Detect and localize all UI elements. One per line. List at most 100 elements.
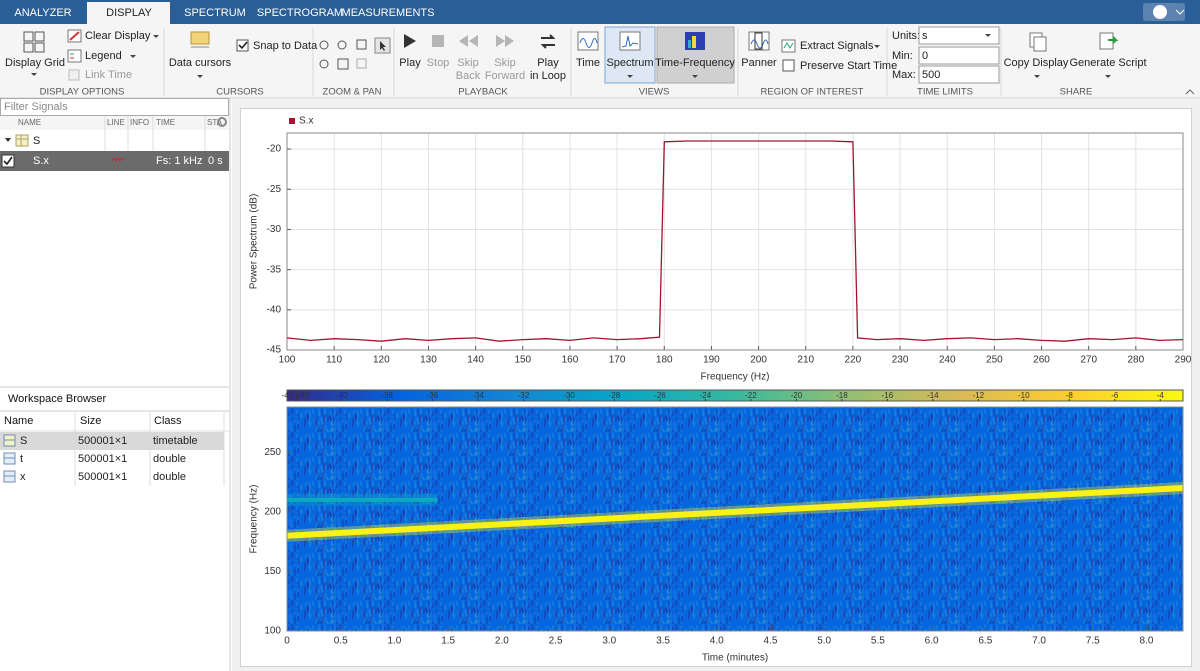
display-grid-button[interactable] [23, 31, 45, 76]
zoom-pan-tools[interactable] [319, 37, 391, 70]
panner-icon[interactable] [748, 31, 770, 51]
checkbox-label[interactable]: Snap to Data [253, 40, 318, 52]
max-field[interactable] [918, 65, 1000, 84]
checkbox-checked-part[interactable] [1, 154, 15, 168]
checkbox-checked-part[interactable] [238, 41, 248, 50]
time-frequency-view-icon[interactable] [685, 32, 705, 78]
settings-gear[interactable] [217, 117, 227, 127]
column-header[interactable]: INFO [130, 118, 149, 127]
column-header[interactable]: NAME [18, 118, 41, 127]
button-label[interactable]: Spectrum [606, 57, 653, 69]
spectrum-view-icon-part[interactable] [627, 75, 633, 78]
spectrum-view-icon[interactable] [619, 31, 641, 78]
expand-arrow[interactable] [5, 138, 11, 142]
data-cursors-icon[interactable] [190, 31, 210, 78]
clear-display-icon-part[interactable] [69, 31, 80, 41]
button-label[interactable]: Play [537, 57, 559, 69]
button-label[interactable]: Data cursors [169, 57, 232, 69]
tab[interactable]: DISPLAY [106, 7, 152, 19]
time-view-icon-part[interactable] [579, 38, 598, 48]
zoom-pan-tools-part[interactable] [319, 40, 329, 50]
variable-size[interactable]: 500001×1 [78, 453, 127, 465]
data-cursors-icon-part[interactable] [190, 31, 210, 45]
checkbox-checked[interactable] [236, 39, 249, 52]
variable-size[interactable]: 500001×1 [78, 471, 127, 483]
filter-box[interactable] [0, 98, 229, 116]
checkbox-checked-part[interactable] [3, 156, 13, 166]
zoom-pan-tools-part[interactable] [337, 58, 349, 70]
tab[interactable]: SPECTRUM [184, 7, 246, 19]
min-field[interactable] [918, 46, 1000, 65]
panner-icon-part[interactable] [750, 39, 769, 49]
column-header[interactable]: LINE [107, 118, 125, 127]
variable-class[interactable]: timetable [153, 435, 198, 447]
column-header[interactable]: Name [4, 415, 33, 427]
tab[interactable]: MEASUREMENTS [342, 7, 435, 19]
play-icon[interactable] [404, 34, 416, 48]
time-view-icon[interactable] [577, 31, 599, 51]
checkbox-checked[interactable] [1, 154, 15, 168]
time-frequency-view-icon-part[interactable] [688, 40, 691, 48]
dropdown-caret[interactable] [985, 34, 991, 37]
filter-placeholder[interactable]: Filter Signals [4, 101, 68, 113]
units-dropdown[interactable] [918, 26, 1000, 45]
legend-icon-part[interactable] [67, 49, 82, 63]
loop-icon[interactable] [540, 34, 556, 49]
panner-icon-part[interactable] [754, 32, 763, 50]
signal-name[interactable]: S [33, 135, 40, 147]
legend-icon-part[interactable] [130, 55, 136, 58]
generate-script-icon[interactable] [1099, 32, 1119, 78]
button-label[interactable]: in Loop [530, 70, 566, 82]
clear-display-icon-part[interactable] [153, 35, 159, 38]
variable-class[interactable]: double [153, 471, 186, 483]
extract-signals-icon[interactable] [781, 39, 880, 53]
tab[interactable]: ANALYZER [14, 7, 71, 19]
data-cursors-icon-part[interactable] [197, 75, 203, 78]
selected-row[interactable] [0, 432, 224, 450]
column-header[interactable]: Size [80, 415, 101, 427]
copy-display-icon-part[interactable] [1033, 36, 1047, 52]
min-value[interactable]: 0 [922, 50, 928, 62]
help-button-part[interactable] [1153, 5, 1167, 19]
active-tab[interactable] [87, 2, 170, 24]
selected-row[interactable] [0, 151, 229, 171]
help-button[interactable] [1143, 3, 1185, 21]
button-label[interactable]: Time-Frequency [655, 57, 735, 69]
signal-name[interactable]: S.x [33, 155, 49, 167]
collapse-toolstrip[interactable] [1185, 89, 1195, 95]
spectrum-view-icon-part[interactable] [621, 35, 639, 48]
column-header[interactable]: Class [154, 415, 182, 427]
display-grid-button-part[interactable] [34, 31, 45, 42]
column-header[interactable]: TIME [156, 118, 175, 127]
display-grid-button-part[interactable] [34, 42, 45, 53]
button-label[interactable]: Display Grid [5, 57, 65, 69]
copy-display-icon-part[interactable] [1034, 75, 1040, 78]
tab[interactable]: SPECTROGRAM [257, 7, 343, 19]
button-label[interactable]: Extract Signals [800, 40, 874, 52]
generate-script-icon-part[interactable] [1105, 75, 1111, 78]
generate-script-icon-part[interactable] [1108, 36, 1119, 44]
clear-display-icon[interactable] [67, 29, 159, 43]
display-grid-button-part[interactable] [23, 42, 34, 53]
button-label[interactable]: Legend [85, 50, 122, 62]
checkbox-label[interactable]: Preserve Start Time [800, 60, 897, 72]
zoom-pan-tools-part[interactable] [337, 40, 347, 50]
extract-signals-icon-part[interactable] [874, 45, 880, 48]
display-grid-button-part[interactable] [23, 31, 34, 42]
time-frequency-view-icon-part[interactable] [692, 36, 696, 48]
line-swatch[interactable] [111, 157, 125, 162]
spectrum-view-icon-part[interactable] [619, 31, 641, 51]
legend-icon[interactable] [67, 49, 136, 63]
time-frequency-view-icon-part[interactable] [692, 75, 698, 78]
zoom-pan-tools-part[interactable] [319, 59, 329, 69]
variable-size[interactable]: 500001×1 [78, 435, 127, 447]
extract-signals-icon-part[interactable] [783, 42, 794, 49]
button-label[interactable]: Panner [741, 57, 777, 69]
button-label[interactable]: Copy Display [1004, 57, 1069, 69]
button-label[interactable]: Clear Display [85, 30, 151, 42]
units-value[interactable]: s [922, 30, 928, 42]
checkbox-checked-part[interactable] [236, 39, 249, 52]
button-label[interactable]: Generate Script [1069, 57, 1146, 69]
panner-icon-part[interactable] [748, 31, 770, 51]
zoom-pan-tools-part[interactable] [356, 58, 367, 69]
